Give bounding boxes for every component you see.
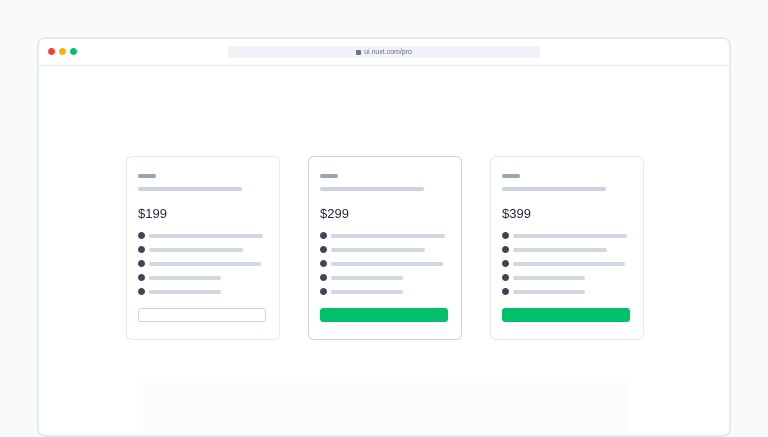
feature-text-placeholder (331, 289, 403, 294)
browser-window: ui.nuxt.com/pro $199 $299 $399 (37, 37, 731, 437)
feature-text-placeholder (149, 247, 243, 252)
feature-text-placeholder (331, 275, 403, 280)
feature-text-placeholder (513, 275, 585, 280)
plan-description-placeholder (320, 187, 424, 191)
feature-item (138, 288, 221, 295)
feature-text-placeholder (149, 233, 263, 238)
feature-item (502, 274, 585, 281)
feature-item (320, 288, 403, 295)
feature-text-placeholder (513, 233, 627, 238)
plan-price: $399 (502, 206, 531, 221)
lock-icon (356, 49, 362, 55)
pricing-card: $299 (308, 156, 462, 340)
browser-toolbar: ui.nuxt.com/pro (39, 39, 729, 66)
maximize-window-icon[interactable] (70, 48, 77, 55)
plan-description-placeholder (502, 187, 606, 191)
select-plan-button[interactable] (138, 308, 266, 322)
select-plan-button[interactable] (320, 308, 448, 322)
bullet-icon (138, 246, 145, 253)
plan-name-placeholder (502, 174, 520, 178)
feature-item (138, 232, 263, 239)
bullet-icon (502, 246, 509, 253)
feature-item (502, 232, 627, 239)
feature-item (138, 260, 261, 267)
bullet-icon (138, 274, 145, 281)
plan-price: $199 (138, 206, 167, 221)
feature-text-placeholder (513, 289, 585, 294)
feature-item (320, 246, 425, 253)
bullet-icon (320, 260, 327, 267)
feature-item (138, 274, 221, 281)
bullet-icon (138, 288, 145, 295)
feature-text-placeholder (331, 233, 445, 238)
bullet-icon (320, 246, 327, 253)
bullet-icon (320, 274, 327, 281)
address-bar[interactable]: ui.nuxt.com/pro (228, 46, 540, 58)
plan-name-placeholder (138, 174, 156, 178)
feature-text-placeholder (331, 247, 425, 252)
feature-text-placeholder (149, 261, 261, 266)
bullet-icon (320, 232, 327, 239)
feature-text-placeholder (513, 247, 607, 252)
feature-item (502, 246, 607, 253)
select-plan-button[interactable] (502, 308, 630, 322)
bullet-icon (138, 232, 145, 239)
feature-item (502, 260, 625, 267)
bullet-icon (502, 232, 509, 239)
feature-item (138, 246, 243, 253)
feature-item (320, 232, 445, 239)
bullet-icon (502, 260, 509, 267)
plan-description-placeholder (138, 187, 242, 191)
close-window-icon[interactable] (48, 48, 55, 55)
url-text: ui.nuxt.com/pro (364, 48, 412, 56)
feature-item (320, 260, 443, 267)
feature-item (320, 274, 403, 281)
plan-name-placeholder (320, 174, 338, 178)
minimize-window-icon[interactable] (59, 48, 66, 55)
bullet-icon (320, 288, 327, 295)
pricing-card: $399 (490, 156, 644, 340)
plan-price: $299 (320, 206, 349, 221)
feature-item (502, 288, 585, 295)
feature-text-placeholder (149, 289, 221, 294)
faded-section (141, 382, 629, 435)
bullet-icon (138, 260, 145, 267)
pricing-card: $199 (126, 156, 280, 340)
bullet-icon (502, 274, 509, 281)
bullet-icon (502, 288, 509, 295)
feature-text-placeholder (513, 261, 625, 266)
feature-text-placeholder (331, 261, 443, 266)
feature-text-placeholder (149, 275, 221, 280)
